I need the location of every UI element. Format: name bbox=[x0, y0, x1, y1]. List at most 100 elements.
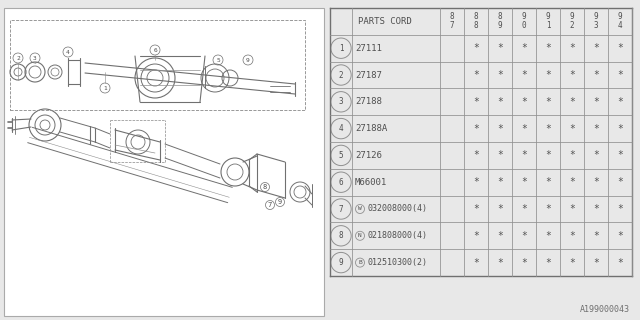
Text: *: * bbox=[497, 43, 503, 53]
Text: 9: 9 bbox=[246, 58, 250, 62]
Text: *: * bbox=[593, 177, 599, 187]
Text: 5: 5 bbox=[339, 151, 343, 160]
Text: *: * bbox=[521, 150, 527, 160]
Text: *: * bbox=[569, 204, 575, 214]
Text: 9
2: 9 2 bbox=[570, 12, 574, 30]
Text: *: * bbox=[569, 43, 575, 53]
Text: *: * bbox=[569, 150, 575, 160]
Text: *: * bbox=[521, 97, 527, 107]
Text: *: * bbox=[617, 43, 623, 53]
Text: *: * bbox=[593, 231, 599, 241]
Text: *: * bbox=[521, 70, 527, 80]
Text: *: * bbox=[617, 97, 623, 107]
Text: 27188: 27188 bbox=[355, 97, 382, 106]
Text: *: * bbox=[545, 70, 551, 80]
Text: *: * bbox=[473, 231, 479, 241]
Text: *: * bbox=[473, 97, 479, 107]
Text: *: * bbox=[593, 97, 599, 107]
Text: *: * bbox=[473, 70, 479, 80]
Text: *: * bbox=[521, 124, 527, 134]
Text: *: * bbox=[545, 231, 551, 241]
Text: 7: 7 bbox=[339, 204, 343, 213]
Text: *: * bbox=[593, 70, 599, 80]
Text: *: * bbox=[545, 97, 551, 107]
Text: *: * bbox=[521, 231, 527, 241]
Text: *: * bbox=[473, 150, 479, 160]
Text: 9: 9 bbox=[278, 199, 282, 205]
Text: M66001: M66001 bbox=[355, 178, 387, 187]
Text: 8: 8 bbox=[263, 184, 267, 190]
Text: *: * bbox=[569, 231, 575, 241]
Text: *: * bbox=[617, 70, 623, 80]
Text: *: * bbox=[545, 204, 551, 214]
Text: *: * bbox=[521, 177, 527, 187]
Text: 4: 4 bbox=[339, 124, 343, 133]
Text: 3: 3 bbox=[33, 55, 37, 60]
Text: *: * bbox=[497, 97, 503, 107]
Text: N: N bbox=[358, 233, 362, 238]
Text: *: * bbox=[497, 124, 503, 134]
Text: B: B bbox=[358, 260, 362, 265]
Text: *: * bbox=[545, 124, 551, 134]
Text: *: * bbox=[497, 204, 503, 214]
Text: 1: 1 bbox=[103, 85, 107, 91]
Text: *: * bbox=[473, 258, 479, 268]
Text: 012510300(2): 012510300(2) bbox=[367, 258, 427, 267]
Text: 9
3: 9 3 bbox=[594, 12, 598, 30]
Text: *: * bbox=[545, 43, 551, 53]
Text: *: * bbox=[545, 150, 551, 160]
Text: 2: 2 bbox=[339, 70, 343, 79]
Text: 1: 1 bbox=[339, 44, 343, 53]
Text: *: * bbox=[617, 124, 623, 134]
Bar bbox=[4, 8, 324, 316]
Text: *: * bbox=[473, 43, 479, 53]
Text: *: * bbox=[593, 150, 599, 160]
Text: 8
9: 8 9 bbox=[498, 12, 502, 30]
Text: 5: 5 bbox=[216, 58, 220, 62]
Text: *: * bbox=[521, 204, 527, 214]
Text: *: * bbox=[617, 258, 623, 268]
Text: *: * bbox=[497, 70, 503, 80]
Text: 9
4: 9 4 bbox=[618, 12, 622, 30]
Text: *: * bbox=[473, 177, 479, 187]
Text: *: * bbox=[593, 258, 599, 268]
Text: *: * bbox=[569, 258, 575, 268]
Text: 9
0: 9 0 bbox=[522, 12, 526, 30]
Text: 27126: 27126 bbox=[355, 151, 382, 160]
Text: *: * bbox=[497, 231, 503, 241]
Text: 6: 6 bbox=[339, 178, 343, 187]
Text: 27188A: 27188A bbox=[355, 124, 387, 133]
Text: *: * bbox=[473, 204, 479, 214]
Text: *: * bbox=[617, 204, 623, 214]
Text: 9: 9 bbox=[339, 258, 343, 267]
Text: *: * bbox=[497, 177, 503, 187]
Text: *: * bbox=[545, 177, 551, 187]
Text: *: * bbox=[569, 177, 575, 187]
Text: *: * bbox=[593, 43, 599, 53]
Text: *: * bbox=[593, 204, 599, 214]
Text: 7: 7 bbox=[268, 202, 272, 208]
Text: *: * bbox=[497, 150, 503, 160]
Text: *: * bbox=[497, 258, 503, 268]
Text: 021808000(4): 021808000(4) bbox=[367, 231, 427, 240]
Text: *: * bbox=[545, 258, 551, 268]
Text: *: * bbox=[569, 124, 575, 134]
Text: *: * bbox=[617, 231, 623, 241]
Text: PARTS CORD: PARTS CORD bbox=[358, 17, 412, 26]
Text: *: * bbox=[617, 150, 623, 160]
Text: 8
7: 8 7 bbox=[450, 12, 454, 30]
Text: 2: 2 bbox=[16, 55, 20, 60]
Text: *: * bbox=[569, 97, 575, 107]
Text: 032008000(4): 032008000(4) bbox=[367, 204, 427, 213]
Text: 4: 4 bbox=[66, 50, 70, 54]
Text: *: * bbox=[521, 43, 527, 53]
Text: *: * bbox=[521, 258, 527, 268]
Text: *: * bbox=[593, 124, 599, 134]
Text: *: * bbox=[473, 124, 479, 134]
Text: 9
1: 9 1 bbox=[546, 12, 550, 30]
Text: 3: 3 bbox=[339, 97, 343, 106]
Text: *: * bbox=[617, 177, 623, 187]
Text: W: W bbox=[358, 206, 362, 212]
Text: 27187: 27187 bbox=[355, 70, 382, 79]
Text: 8: 8 bbox=[339, 231, 343, 240]
